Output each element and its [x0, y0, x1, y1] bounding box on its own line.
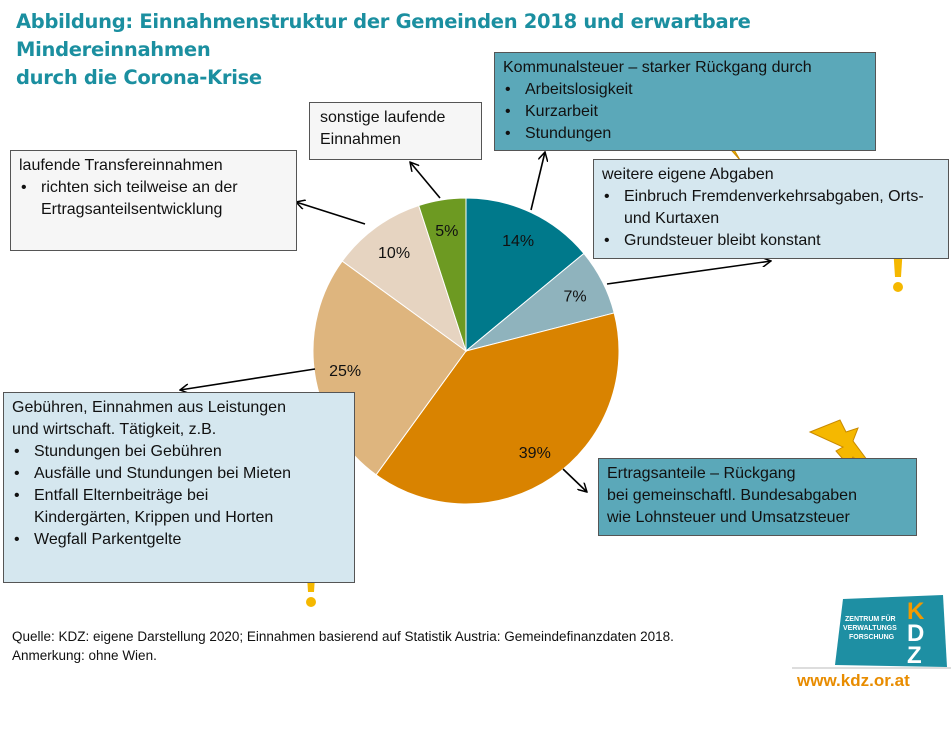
- list-item: richten sich teilweise an der Ertragsant…: [19, 177, 281, 221]
- pie-slice: [341, 204, 467, 353]
- chart-title: Abbildung: Einnahmenstruktur der Gemeind…: [16, 8, 951, 92]
- source-note: Quelle: KDZ: eigene Darstellung 2020; Ei…: [12, 627, 674, 665]
- pie-slice: [418, 197, 467, 352]
- source-line: Quelle: KDZ: eigene Darstellung 2020; Ei…: [12, 629, 674, 644]
- box-line: wie Lohnsteuer und Umsatzsteuer: [607, 509, 850, 526]
- arrow-weitere: [606, 261, 771, 285]
- sonstige-einnahmen-box: sonstige laufende Einnahmen: [309, 102, 482, 160]
- box-line: Gebühren, Einnahmen aus Leistungen: [12, 399, 286, 416]
- box-heading: laufende Transfereinnahmen: [19, 157, 223, 174]
- kdz-logo: ZENTRUM FÜR VERWALTUNGS FORSCHUNG K D Z: [835, 595, 947, 667]
- slice-label: 14%: [502, 233, 534, 250]
- arrow-ertrag: [562, 468, 587, 492]
- list-item: Grundsteuer bleibt konstant: [602, 230, 940, 252]
- slice-label: 10%: [378, 245, 410, 262]
- transfereinnahmen-box: laufende Transfereinnahmen richten sich …: [10, 150, 297, 251]
- svg-text:Z: Z: [907, 642, 922, 667]
- website-link[interactable]: www.kdz.or.at: [797, 671, 910, 690]
- arrow-transfer: [296, 202, 366, 225]
- list-item: Stundungen: [503, 123, 867, 145]
- list-item: Wegfall Parkentgelte: [12, 529, 346, 551]
- weitere-abgaben-box: weitere eigene Abgaben Einbruch Fremdenv…: [593, 159, 949, 259]
- slice-label: 25%: [329, 363, 361, 380]
- list-item: Einbruch Fremdenverkehrsabgaben, Orts- u…: [602, 186, 940, 230]
- pie-slice: [375, 312, 620, 505]
- box-line: bei gemeinschaftl. Bundesabgaben: [607, 487, 857, 504]
- svg-text:VERWALTUNGS: VERWALTUNGS: [843, 625, 897, 632]
- arrow-sonstige: [410, 162, 441, 199]
- slice-label: 7%: [563, 288, 586, 305]
- box-line: sonstige laufende: [320, 109, 446, 126]
- svg-text:FORSCHUNG: FORSCHUNG: [849, 634, 895, 641]
- box-heading: Kommunalsteuer – starker Rückgang durch: [503, 59, 812, 76]
- box-line: Ertragsanteile – Rückgang: [607, 465, 796, 482]
- list-item: Kurzarbeit: [503, 101, 867, 123]
- kommunalsteuer-box: Kommunalsteuer – starker Rückgang durch …: [494, 52, 876, 151]
- title-line-2: durch die Corona-Krise: [16, 66, 262, 89]
- list-item: Stundungen bei Gebühren: [12, 441, 346, 463]
- ertragsanteile-box: Ertragsanteile – Rückgang bei gemeinscha…: [598, 458, 917, 536]
- list-item: Ausfälle und Stundungen bei Mieten: [12, 463, 346, 485]
- divider: [792, 667, 951, 669]
- svg-text:D: D: [907, 620, 924, 647]
- arrow-gebuehren: [180, 368, 316, 390]
- svg-text:K: K: [907, 598, 925, 625]
- list-item: Arbeitslosigkeit: [503, 79, 867, 101]
- box-heading: weitere eigene Abgaben: [602, 166, 774, 183]
- title-line-1: Abbildung: Einnahmenstruktur der Gemeind…: [16, 10, 751, 61]
- box-line: Einnahmen: [320, 131, 401, 148]
- box-line: und wirtschaft. Tätigkeit, z.B.: [12, 421, 217, 438]
- list-item: Entfall Elternbeiträge bei Kindergärten,…: [12, 485, 284, 529]
- arrow-kommunal: [530, 152, 545, 211]
- annotation-line: Anmerkung: ohne Wien.: [12, 648, 157, 663]
- slice-label: 39%: [519, 445, 551, 462]
- gebuehren-box: Gebühren, Einnahmen aus Leistungen und w…: [3, 392, 355, 583]
- svg-text:ZENTRUM FÜR: ZENTRUM FÜR: [845, 614, 896, 623]
- pie-slice: [465, 197, 585, 353]
- slice-label: 5%: [435, 223, 458, 240]
